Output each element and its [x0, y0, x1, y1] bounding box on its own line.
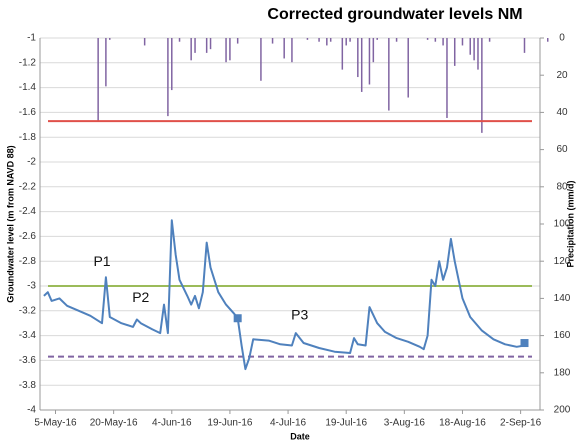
annotation: P1	[93, 253, 110, 269]
x-tick-label: 4-Jun-16	[152, 418, 192, 429]
y2-axis-label: Precipitation (mm/d)	[565, 180, 575, 267]
y2-tick-label: 200	[554, 405, 571, 416]
y-tick-label: -3.4	[19, 330, 37, 341]
chart-title: Corrected groundwater levels NM	[267, 6, 522, 23]
y-tick-label: -1	[27, 33, 36, 44]
x-tick-label: 20-May-16	[90, 418, 138, 429]
y-tick-label: -2	[27, 157, 36, 168]
annotation: P2	[132, 289, 149, 305]
y-tick-label: -3.6	[19, 355, 37, 366]
y-tick-label: -2.6	[19, 231, 37, 242]
y2-tick-label: 100	[554, 219, 571, 230]
annotation: P3	[291, 306, 308, 322]
y2-tick-label: 60	[556, 144, 568, 155]
marker	[233, 314, 242, 323]
y-tick-label: -1.8	[19, 132, 37, 143]
y-tick-label: -1.4	[19, 82, 37, 93]
y2-tick-label: 180	[554, 367, 571, 378]
y-tick-label: -3	[27, 281, 36, 292]
y-axis-label: Groundwater level (m from NAVD 88)	[5, 145, 15, 302]
y2-tick-label: 160	[554, 330, 571, 341]
x-tick-label: 19-Jun-16	[207, 418, 252, 429]
y-tick-label: -3.8	[19, 380, 37, 391]
y2-tick-label: 40	[556, 107, 568, 118]
x-tick-label: 4-Jul-16	[270, 418, 307, 429]
y-tick-label: -3.2	[19, 305, 37, 316]
x-tick-label: 19-Jul-16	[325, 418, 367, 429]
x-tick-label: 5-May-16	[34, 418, 77, 429]
marker	[520, 339, 529, 348]
groundwater-line	[43, 219, 525, 371]
y2-tick-label: 0	[559, 33, 565, 44]
y-tick-label: -4	[27, 405, 36, 416]
y-tick-label: -2.4	[19, 206, 37, 217]
y-tick-label: -2.8	[19, 256, 37, 267]
y-tick-label: -1.6	[19, 107, 37, 118]
x-axis-label: Date	[290, 431, 310, 441]
y2-tick-label: 140	[554, 293, 571, 304]
y2-tick-label: 120	[554, 256, 571, 267]
x-tick-label: 2-Sep-16	[500, 418, 542, 429]
y2-tick-label: 80	[556, 181, 568, 192]
x-tick-label: 3-Aug-16	[384, 418, 426, 429]
y-tick-label: -1.2	[19, 57, 37, 68]
y2-tick-label: 20	[556, 70, 568, 81]
y-tick-label: -2.2	[19, 181, 37, 192]
x-tick-label: 18-Aug-16	[439, 418, 486, 429]
